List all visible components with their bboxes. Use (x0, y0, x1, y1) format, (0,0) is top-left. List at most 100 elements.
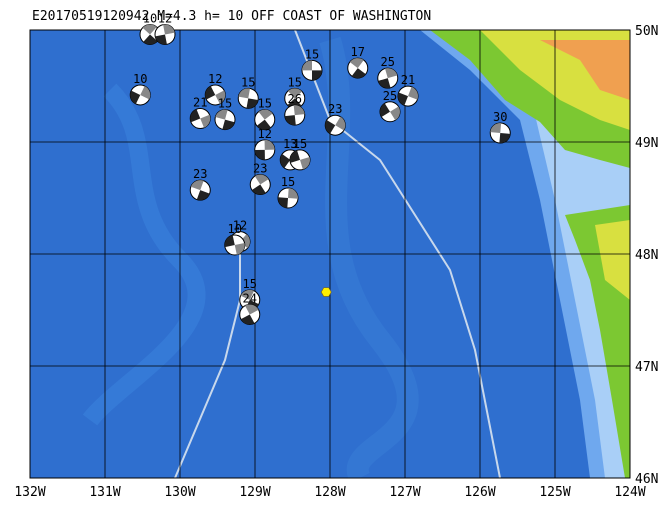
beachball (254, 139, 276, 161)
beachball-quadrant (384, 68, 398, 79)
beachball-quadrant (378, 78, 391, 89)
event-label: 15 (243, 277, 257, 291)
y-tick-label: 49N (635, 136, 658, 151)
event-label: 25 (381, 55, 395, 69)
x-tick-label: 130W (164, 485, 195, 500)
beachball-quadrant (238, 88, 250, 99)
beachball (214, 109, 236, 131)
beachball (154, 23, 176, 45)
beachball (284, 87, 306, 109)
event-label: 12 (258, 127, 272, 141)
beachball-quadrant (215, 90, 226, 104)
beachball (397, 85, 419, 107)
beachball-quadrant (190, 109, 201, 123)
x-tick-label: 131W (89, 485, 120, 500)
beachball-quadrant (234, 242, 245, 255)
event-label: 15 (218, 97, 232, 111)
x-tick-label: 129W (239, 485, 270, 500)
beachball-quadrant (293, 105, 305, 116)
y-tick-label: 48N (635, 248, 658, 263)
epicenter (320, 287, 332, 297)
event-label: 10 (133, 72, 147, 86)
beachball-quadrant (224, 235, 235, 248)
y-tick-label: 47N (635, 360, 658, 375)
beachball-quadrant (190, 180, 204, 191)
beachball-quadrant (349, 58, 364, 69)
event-label: 10 (143, 11, 157, 25)
beachball-quadrant (284, 115, 296, 126)
beachball-quadrant (142, 24, 157, 35)
beachball-quadrant (143, 34, 158, 45)
beachball-quadrant (245, 304, 259, 315)
beachball-quadrant (254, 149, 265, 160)
beachball-quadrant (222, 119, 235, 130)
event-label: 12 (233, 219, 247, 233)
event-label: 23 (328, 102, 342, 116)
map-title: E20170519120942 M=4.3 h= 10 OFF COAST OF… (32, 9, 431, 24)
beachball (129, 84, 151, 106)
beachball-quadrant (312, 70, 322, 81)
beachball-quadrant (240, 289, 254, 300)
event-label: 13 (283, 137, 297, 151)
event-label: 23 (253, 162, 267, 176)
beachball (489, 122, 511, 144)
beachball-quadrant (205, 86, 216, 100)
beachball-quadrant (325, 120, 336, 134)
event-label: 17 (351, 45, 365, 59)
beachball-quadrant (280, 154, 291, 169)
beachball (249, 174, 271, 196)
beachball-quadrant (256, 119, 271, 130)
beachball-quadrant (254, 174, 269, 185)
event-label: 15 (281, 175, 295, 189)
beachball-quadrant (490, 123, 502, 134)
event-label: 15 (258, 97, 272, 111)
x-tick-label: 128W (314, 485, 345, 500)
beachball-quadrant (163, 24, 175, 35)
beachball (189, 179, 211, 201)
beachball-quadrant (335, 116, 346, 131)
event-label: 24 (243, 291, 257, 305)
event-label: 23 (193, 167, 207, 181)
beachball (254, 109, 276, 131)
beachball-quadrant (240, 314, 255, 325)
y-tick-label: 50N (635, 24, 658, 39)
beachball-quadrant (408, 86, 418, 100)
beachball (301, 59, 323, 81)
event-label: 12 (158, 11, 172, 25)
beachball-quadrant (351, 68, 366, 79)
beachball-quadrant (215, 109, 228, 120)
beachball-quadrant (246, 98, 259, 109)
event-label: 21 (401, 73, 415, 87)
event-label: 15 (241, 75, 255, 89)
beachball-quadrant (278, 197, 288, 208)
beachball-quadrant (251, 184, 266, 195)
beachball-quadrant (287, 88, 303, 99)
beachball (289, 149, 311, 171)
event-label: 12 (208, 72, 222, 86)
event-label: 10 (228, 222, 242, 236)
event-label: 21 (193, 95, 207, 109)
beachball (347, 57, 369, 79)
beachball-quadrant (288, 188, 298, 199)
beachball-quadrant (264, 139, 275, 150)
beachball-quadrant (290, 150, 300, 163)
event-label: 15 (288, 75, 302, 89)
beachball (377, 67, 399, 89)
beachball-quadrant (240, 234, 250, 249)
beachball-quadrant (380, 103, 390, 118)
beachball (324, 114, 346, 136)
event-label: 25 (383, 89, 397, 103)
beachball-quadrant (390, 106, 400, 121)
y-tick-label: 46N (635, 472, 658, 487)
event-label: 15 (293, 137, 307, 151)
x-tick-label: 124W (614, 485, 645, 500)
beachball (189, 107, 211, 129)
x-tick-label: 127W (389, 485, 420, 500)
beachball (379, 101, 401, 123)
beachball-quadrant (196, 190, 210, 201)
beachball (224, 234, 246, 256)
x-tick-label: 132W (14, 485, 45, 500)
beachball-quadrant (155, 34, 167, 45)
event-label: 26 (288, 92, 302, 106)
